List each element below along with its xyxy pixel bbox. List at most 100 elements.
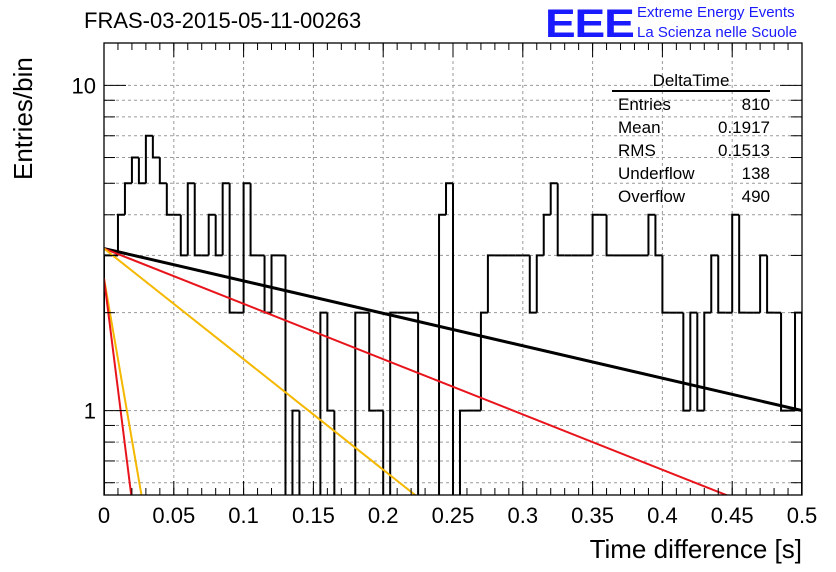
y-tick-label: 1 [84, 399, 96, 424]
histogram-bin [291, 409, 300, 495]
stats-value: 0.1917 [718, 118, 770, 137]
histogram-bin [661, 255, 670, 314]
y-tick-label: 10 [72, 73, 96, 98]
x-tick-label: 0.35 [571, 503, 614, 528]
stats-row: Entries 810 [612, 93, 770, 116]
x-tick-label: 0.4 [647, 503, 678, 528]
histogram-bin [179, 214, 188, 257]
histogram-bin [123, 182, 132, 215]
brand-line-1: Extreme Energy Events [637, 4, 795, 21]
x-tick-label: 0.5 [787, 503, 818, 528]
histogram-bin [556, 183, 565, 257]
fit-line [104, 247, 802, 413]
x-tick-label: 0 [98, 503, 110, 528]
y-axis-label: Entries/bin [8, 57, 38, 180]
histogram-bin [263, 255, 272, 314]
histogram-bin [284, 255, 287, 495]
plot-title: FRAS-03-2015-05-11-00263 [84, 8, 362, 33]
histogram-bin [137, 157, 146, 185]
histogram-bin [186, 182, 195, 256]
x-tick-label: 0.25 [432, 503, 475, 528]
histogram-bin [158, 157, 167, 185]
x-tick-label: 0.15 [292, 503, 335, 528]
histogram-bin [270, 254, 279, 313]
x-tick-label: 0.3 [508, 503, 539, 528]
histogram-bin [759, 254, 768, 313]
histogram-bin [458, 409, 467, 495]
fit-line [104, 247, 417, 495]
stats-row: Underflow 138 [612, 162, 770, 185]
stats-value: 138 [741, 164, 770, 183]
histogram-bin [382, 410, 385, 495]
histogram-bin [710, 254, 719, 313]
fit-line [104, 247, 729, 495]
stats-row: RMS 0.1513 [612, 139, 770, 162]
stats-label: Overflow [618, 187, 686, 206]
stats-value: 810 [741, 95, 770, 114]
histogram-bin [605, 214, 614, 257]
stats-value: 490 [741, 187, 770, 206]
histogram-bin [542, 213, 551, 256]
stats-label: Underflow [618, 164, 695, 183]
histogram-bin [249, 183, 258, 257]
histogram-bin [214, 214, 223, 257]
stats-divider [612, 90, 770, 92]
histogram-bin [354, 311, 363, 495]
histogram-bin [689, 311, 698, 411]
histogram-bin [228, 183, 237, 314]
histogram-bin [333, 410, 336, 495]
histogram-bin [780, 312, 789, 412]
fit-line [104, 278, 143, 495]
axis-ticks [103, 43, 803, 495]
histogram-bin [151, 135, 160, 159]
brand-line-2: La Scienza nelle Scuole [637, 24, 798, 41]
histogram-bin [144, 134, 153, 184]
histogram-bin [221, 182, 230, 256]
histogram-bin [368, 312, 377, 412]
histogram-bin [479, 311, 488, 411]
fit-line [104, 278, 133, 495]
x-tick-label: 0.05 [152, 503, 195, 528]
x-tick-label: 0.45 [711, 503, 754, 528]
histogram-bin [486, 254, 495, 313]
histogram-bin [438, 213, 447, 495]
stats-box: DeltaTime Entries 810 Mean 0.1917 RMS 0.… [612, 72, 770, 208]
histogram-bin [766, 255, 775, 314]
histogram-bin [647, 213, 656, 256]
histogram-bin [242, 182, 251, 313]
histogram-bin [298, 410, 301, 495]
histogram-bin [717, 255, 726, 314]
histogram-bin [319, 311, 328, 495]
stats-label: Entries [618, 95, 671, 114]
histogram-bin [165, 183, 174, 216]
eee-logo: EEE [545, 2, 635, 46]
stats-label: Mean [618, 118, 661, 137]
stats-row: Overflow 490 [612, 185, 770, 208]
histogram-bin [193, 183, 202, 257]
histogram-bin [738, 214, 747, 314]
histogram-bin [654, 214, 663, 257]
histogram-bin [445, 182, 453, 215]
histogram-bin [731, 213, 740, 313]
histogram-bin [452, 183, 454, 495]
histogram-bin [116, 213, 125, 256]
x-tick-label: 0.2 [368, 503, 399, 528]
histogram-bin [528, 255, 537, 314]
histogram-bin [535, 254, 544, 313]
histogram-bin [549, 182, 558, 215]
x-axis-label: Time difference [s] [589, 534, 802, 564]
stats-row: Mean 0.1917 [612, 116, 770, 139]
histogram-bin [682, 312, 691, 412]
histogram-bin [130, 156, 139, 184]
histogram-bin [389, 311, 398, 495]
histogram-bin [326, 312, 335, 412]
histogram-bin [696, 312, 705, 412]
histogram-bin [207, 213, 216, 256]
stats-label: RMS [618, 141, 656, 160]
histogram-bin [417, 312, 420, 495]
histogram-bin [591, 213, 600, 256]
histogram-bin [703, 311, 712, 411]
axis-tick-labels: 0 0.05 0.1 0.15 0.2 0.25 0.3 0.35 0.4 0.45 0.5 1 10 [72, 73, 818, 528]
stats-value: 0.1513 [718, 141, 770, 160]
